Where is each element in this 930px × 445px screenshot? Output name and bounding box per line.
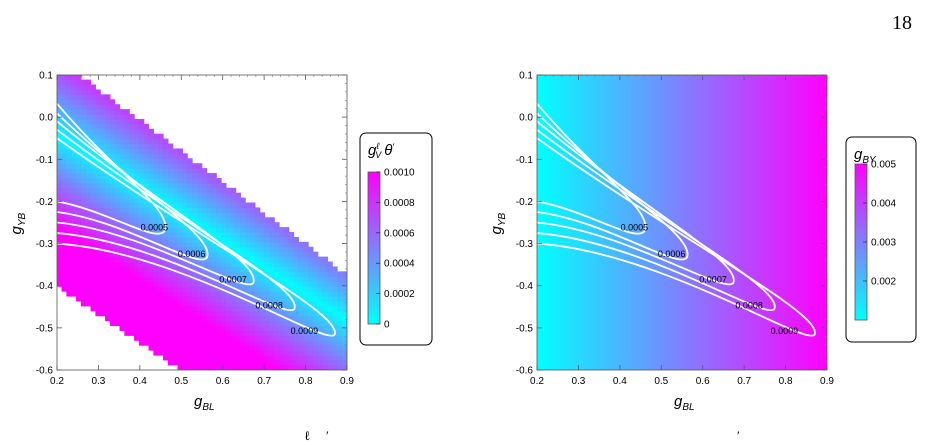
y-tick-label: -0.3 <box>516 239 534 250</box>
x-tick-label: 0.6 <box>216 376 230 387</box>
y-tick-label: -0.3 <box>36 239 54 250</box>
y-tick-label: 0.1 <box>519 71 533 82</box>
y-axis-title: gYB <box>488 212 508 234</box>
contour-label: 0.0006 <box>658 249 686 259</box>
x-tick-label: 0.2 <box>50 376 64 387</box>
colorbar-tick-label: 0.0006 <box>384 228 415 239</box>
y-tick-label: -0.6 <box>36 366 54 377</box>
x-tick-label: 0.4 <box>613 376 627 387</box>
x-tick-label: 0.3 <box>571 376 585 387</box>
caption-fragment-3: ′ <box>737 428 740 443</box>
y-tick-label: 0.1 <box>39 71 53 82</box>
contour-label: 0.0008 <box>255 301 283 311</box>
colorbar-tick-label: 0.003 <box>871 238 896 249</box>
x-tick-label: 0.9 <box>340 376 354 387</box>
x-tick-label: 0.8 <box>779 376 793 387</box>
y-tick-label: 0.0 <box>519 113 533 124</box>
right-panel: 0.0005 0.0006 0.0007 0.0008 0.0009 0.2 0.3 0.4 0… <box>488 71 917 413</box>
y-tick-label: -0.4 <box>516 281 534 292</box>
colorbar-tick-label: 0 <box>384 320 390 331</box>
x-tick-label: 0.9 <box>820 376 834 387</box>
contour-label: 0.0005 <box>621 223 649 233</box>
x-axis-title: gBL <box>194 393 215 413</box>
colorbar-tick-label: 0.002 <box>871 277 896 288</box>
x-tick-label: 0.2 <box>530 376 544 387</box>
colorbar-tick-label: 0.0002 <box>384 289 415 300</box>
contour-line <box>537 137 816 337</box>
x-tick-label: 0.3 <box>91 376 105 387</box>
x-tick-label: 0.5 <box>654 376 668 387</box>
legend-title: gBY <box>854 146 877 166</box>
heatmap-field <box>537 75 827 370</box>
contour-line <box>57 120 255 286</box>
y-tick-label: -0.2 <box>516 197 534 208</box>
contour-line <box>537 120 735 286</box>
y-tick-label: -0.5 <box>516 323 534 334</box>
left-panel: 0.0005 0.0006 0.0007 0.0008 0.0009 0.2 0.3 0.4 0… <box>8 71 433 413</box>
y-axis-title: gYB <box>8 212 28 234</box>
colorbar-tick-label: 0.0004 <box>384 259 415 270</box>
x-tick-label: 0.8 <box>299 376 313 387</box>
colorbar-tick-label: 0.0010 <box>384 168 415 179</box>
y-tick-label: -0.1 <box>516 155 534 166</box>
colorbar <box>367 171 381 325</box>
plot-frame <box>536 74 828 371</box>
contour-label: 0.0006 <box>178 249 206 259</box>
contour-label: 0.0007 <box>699 274 727 284</box>
contour-label: 0.0009 <box>771 326 799 336</box>
x-tick-label: 0.6 <box>696 376 710 387</box>
contour-label: 0.0007 <box>219 274 247 284</box>
contour-line <box>57 103 167 235</box>
y-tick-label: -0.4 <box>36 281 54 292</box>
colorbar-tick-label: 0.004 <box>871 199 896 210</box>
y-tick-label: -0.5 <box>36 323 54 334</box>
colorbar-tick-label: 0.005 <box>871 160 896 171</box>
x-tick-label: 0.5 <box>174 376 188 387</box>
contour-label: 0.0005 <box>141 223 169 233</box>
x-tick-label: 0.7 <box>737 376 751 387</box>
contour-line <box>537 103 647 235</box>
contour-line <box>57 137 336 337</box>
plot-frame <box>56 74 348 371</box>
y-tick-label: -0.2 <box>36 197 54 208</box>
colorbar-tick-label: 0.0008 <box>384 198 415 209</box>
x-tick-label: 0.4 <box>133 376 147 387</box>
y-tick-label: -0.6 <box>516 366 534 377</box>
y-tick-label: -0.1 <box>36 155 54 166</box>
x-tick-label: 0.7 <box>257 376 271 387</box>
caption-fragment-2: ′ <box>326 428 329 443</box>
contour-line <box>57 129 296 312</box>
x-axis-title: gBL <box>674 393 695 413</box>
contour-line <box>537 129 776 312</box>
caption-fragment-1: ℓ <box>304 428 310 443</box>
y-tick-label: 0.0 <box>39 113 53 124</box>
contour-label: 0.0009 <box>291 326 319 336</box>
contour-label: 0.0008 <box>735 301 763 311</box>
page-number: 18 <box>892 12 912 34</box>
